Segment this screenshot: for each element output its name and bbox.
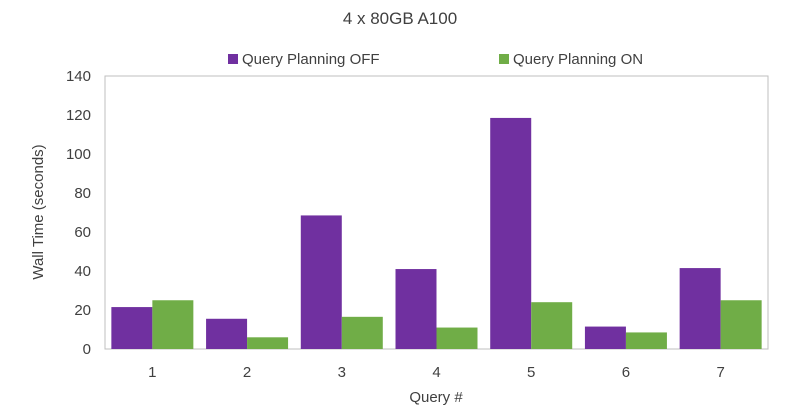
x-tick-label: 2: [243, 364, 251, 381]
y-axis-ticks: 0 20 40 60 80 100 120 140: [66, 68, 91, 358]
x-axis-label: Query #: [409, 389, 463, 406]
y-tick-label: 140: [66, 68, 91, 85]
x-tick-label: 6: [622, 364, 630, 381]
legend: Query Planning OFF Query Planning ON: [228, 51, 643, 68]
bar-on-query-6: [625, 332, 667, 349]
bar-off-query-3: [300, 215, 342, 349]
legend-label-off: Query Planning OFF: [242, 51, 380, 68]
y-tick-label: 60: [74, 224, 91, 241]
bar-off-query-1: [111, 307, 153, 349]
x-axis-ticks: 1 2 3 4 5 6 7: [148, 364, 725, 381]
bar-on-query-1: [152, 300, 194, 349]
x-tick-label: 5: [527, 364, 535, 381]
bars: [111, 117, 762, 349]
x-tick-label: 7: [716, 364, 724, 381]
legend-swatch-on: [499, 54, 509, 64]
bar-off-query-6: [584, 326, 626, 349]
chart-title: 4 x 80GB A100: [343, 9, 457, 28]
y-tick-label: 120: [66, 107, 91, 124]
y-tick-label: 80: [74, 185, 91, 202]
y-tick-label: 0: [83, 341, 91, 358]
x-tick-label: 4: [432, 364, 440, 381]
x-tick-label: 3: [338, 364, 346, 381]
legend-label-on: Query Planning ON: [513, 51, 643, 68]
bar-on-query-5: [531, 302, 573, 349]
bar-off-query-2: [206, 318, 248, 349]
bar-off-query-7: [679, 268, 721, 349]
y-axis-label: Wall Time (seconds): [30, 144, 47, 279]
bar-on-query-2: [247, 337, 289, 349]
bar-off-query-5: [490, 117, 532, 349]
bar-on-query-3: [341, 316, 383, 349]
legend-swatch-off: [228, 54, 238, 64]
y-tick-label: 20: [74, 302, 91, 319]
x-tick-label: 1: [148, 364, 156, 381]
bar-off-query-4: [395, 269, 437, 349]
bar-on-query-4: [436, 327, 478, 349]
bar-on-query-7: [720, 300, 762, 349]
y-tick-label: 100: [66, 146, 91, 163]
y-tick-label: 40: [74, 263, 91, 280]
